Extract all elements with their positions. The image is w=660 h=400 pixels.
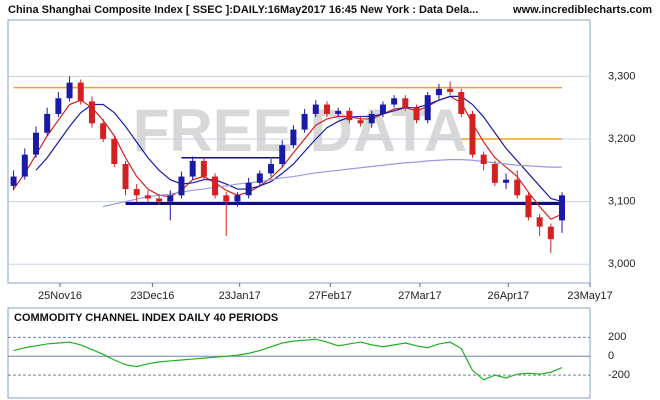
- x-tick-label: 23Dec16: [130, 290, 174, 302]
- candle-body: [514, 179, 521, 196]
- candle-body: [335, 110, 342, 114]
- series-line: [13, 338, 563, 381]
- x-tick-label: 23Jan17: [219, 290, 261, 302]
- candle-body: [413, 107, 420, 121]
- candle-body: [525, 195, 532, 218]
- candle-body: [55, 98, 62, 114]
- candle-body: [245, 182, 252, 196]
- y-tick-label: 0: [608, 350, 614, 362]
- candle-body: [100, 123, 107, 139]
- y-tick-label: 3,200: [608, 133, 636, 145]
- candle-body: [32, 132, 39, 155]
- y-tick-label: 3,100: [608, 196, 636, 208]
- y-tick-label: -200: [608, 369, 630, 381]
- candle-body: [491, 164, 498, 183]
- candle-body: [10, 176, 17, 186]
- candle-body: [458, 92, 465, 114]
- candle-body: [559, 195, 566, 221]
- candle-body: [268, 164, 275, 174]
- candle-body: [66, 82, 73, 99]
- candle-body: [391, 98, 398, 105]
- candle-body: [178, 176, 185, 196]
- watermark: FREE DATA: [133, 97, 467, 164]
- x-tick-label: 27Feb17: [309, 290, 352, 302]
- x-tick-label: 27Mar17: [398, 290, 441, 302]
- x-tick-label: 25Nov16: [38, 290, 82, 302]
- candle-body: [133, 189, 140, 196]
- candle-body: [21, 154, 28, 177]
- candle-body: [368, 113, 375, 124]
- candle-body: [536, 217, 543, 227]
- candle-body: [402, 98, 409, 108]
- x-tick-label: 26Apr17: [487, 290, 529, 302]
- candle-body: [346, 110, 353, 121]
- candle-body: [212, 176, 219, 196]
- candle-body: [447, 88, 454, 93]
- candle-body: [480, 154, 487, 165]
- candle-body: [256, 173, 263, 183]
- candle-body: [156, 198, 163, 202]
- candle-body: [122, 164, 129, 190]
- candle-body: [111, 138, 118, 165]
- y-tick-label: 3,300: [608, 70, 636, 82]
- chart-title: China Shanghai Composite Index [ SSEC ]:…: [8, 4, 478, 16]
- candle-body: [88, 101, 95, 124]
- header: [0, 0, 660, 20]
- price-frame: [7, 19, 591, 284]
- cci-frame: [7, 307, 591, 399]
- candle-body: [290, 129, 297, 146]
- candle-body: [200, 160, 207, 177]
- candle-body: [223, 195, 230, 202]
- candle-body: [279, 145, 286, 165]
- cci-title: COMMODITY CHANNEL INDEX DAILY 40 PERIODS: [14, 312, 278, 324]
- candle-body: [44, 113, 51, 133]
- candle-body: [77, 82, 84, 102]
- candle-body: [167, 195, 174, 202]
- candle-body: [435, 88, 442, 96]
- y-tick-label: 3,000: [608, 258, 636, 270]
- candle-body: [357, 120, 364, 124]
- source: www.incrediblecharts.com: [512, 4, 652, 16]
- x-tick-label: 23May17: [567, 290, 612, 302]
- candle-body: [312, 104, 319, 114]
- candle-body: [379, 104, 386, 114]
- candle-body: [144, 195, 151, 199]
- candle-body: [301, 113, 308, 130]
- candle-body: [424, 95, 431, 121]
- candle-body: [503, 179, 510, 183]
- candle-body: [234, 195, 241, 202]
- candle-body: [323, 104, 330, 114]
- candle-body: [547, 226, 554, 240]
- series-line: [35, 95, 563, 203]
- candle-body: [189, 160, 196, 177]
- candle-body: [469, 113, 476, 155]
- y-tick-label: 200: [608, 331, 626, 343]
